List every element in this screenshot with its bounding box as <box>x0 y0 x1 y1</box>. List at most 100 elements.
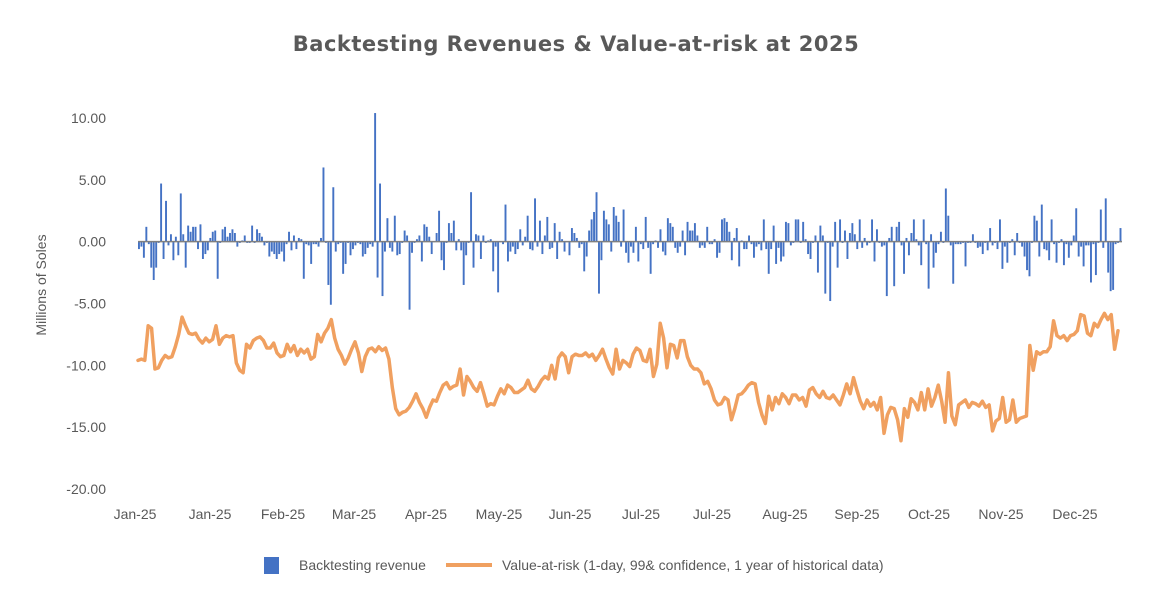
revenue-bar <box>1045 241 1048 251</box>
revenue-bar <box>718 241 721 253</box>
revenue-bar <box>595 192 598 242</box>
revenue-bar <box>971 234 974 242</box>
revenue-bar <box>534 198 536 242</box>
revenue-bar <box>561 239 564 242</box>
x-tick-label: Jan-25 <box>189 506 232 522</box>
revenue-bar <box>1055 241 1058 263</box>
revenue-bar <box>915 239 918 242</box>
revenue-bar <box>420 241 423 262</box>
revenue-bar <box>698 241 701 248</box>
revenue-bar <box>361 241 364 257</box>
revenue-bar <box>492 241 495 272</box>
revenue-bar <box>644 216 647 242</box>
revenue-bar <box>848 233 851 242</box>
revenue-bar <box>944 188 947 242</box>
revenue-bar <box>204 241 207 255</box>
revenue-bar <box>804 239 807 242</box>
revenue-bar <box>206 241 209 251</box>
revenue-bar <box>999 219 1001 242</box>
x-tick-label: Aug-25 <box>762 506 807 522</box>
revenue-bar <box>457 239 460 242</box>
revenue-bar <box>991 241 994 246</box>
revenue-bar <box>546 216 549 242</box>
revenue-bar <box>725 221 728 242</box>
revenue-bar <box>905 237 908 242</box>
revenue-bar <box>821 235 824 242</box>
revenue-bar <box>612 207 615 242</box>
revenue-bar <box>297 237 300 242</box>
revenue-bar <box>524 236 527 242</box>
revenue-bar <box>607 224 610 242</box>
revenue-bar <box>728 231 731 242</box>
revenue-bar <box>750 241 753 245</box>
revenue-bar <box>1082 241 1085 267</box>
revenue-bar <box>1094 241 1097 276</box>
revenue-bar <box>192 226 195 242</box>
revenue-bar <box>440 241 443 261</box>
revenue-bar <box>856 241 859 250</box>
revenue-bar <box>652 241 655 245</box>
revenue-bar <box>831 241 834 247</box>
revenue-bar <box>632 241 635 253</box>
revenue-bar <box>529 241 532 250</box>
revenue-bar <box>917 241 920 246</box>
revenue-bar <box>814 235 817 242</box>
revenue-bar <box>352 241 354 250</box>
revenue-bar <box>693 223 696 242</box>
revenue-bar <box>1053 241 1056 245</box>
revenue-bar <box>893 241 896 287</box>
revenue-bar <box>226 236 229 242</box>
revenue-bar <box>317 241 320 247</box>
x-tick-label: Nov-25 <box>978 506 1023 522</box>
revenue-bar <box>1085 241 1088 246</box>
revenue-bar <box>502 241 504 245</box>
revenue-bar <box>1003 241 1006 247</box>
revenue-bar <box>743 241 746 250</box>
revenue-bar <box>1065 241 1068 245</box>
revenue-bar <box>873 241 876 262</box>
revenue-bar <box>809 241 812 259</box>
revenue-bar <box>922 219 925 242</box>
revenue-bar <box>184 241 187 268</box>
revenue-bar <box>263 241 266 246</box>
revenue-bar <box>844 230 846 242</box>
revenue-bar <box>302 241 305 279</box>
revenue-bar <box>147 241 150 245</box>
revenue-bar <box>521 241 524 246</box>
revenue-bar <box>428 236 431 242</box>
revenue-bar <box>1119 228 1122 242</box>
revenue-bar <box>536 241 539 247</box>
revenue-bar <box>292 235 295 242</box>
revenue-bar <box>927 241 930 289</box>
revenue-bar <box>1092 241 1095 245</box>
revenue-bar <box>509 241 512 252</box>
revenue-bar <box>937 241 940 245</box>
revenue-bar <box>947 215 950 242</box>
revenue-bar <box>964 241 967 267</box>
revenue-bar <box>639 241 642 245</box>
revenue-bar <box>381 241 384 297</box>
revenue-bar <box>1112 241 1115 290</box>
revenue-bar <box>981 241 984 255</box>
revenue-bar <box>1107 241 1110 273</box>
revenue-bar <box>374 113 377 242</box>
revenue-bar <box>932 241 935 268</box>
revenue-bar <box>647 241 650 248</box>
x-tick-label: Sep-25 <box>834 506 879 522</box>
revenue-bar <box>996 241 999 250</box>
revenue-bar <box>880 241 883 247</box>
revenue-bar <box>907 241 910 256</box>
revenue-bar <box>1038 241 1041 257</box>
revenue-bar <box>261 236 263 242</box>
revenue-bar <box>258 233 261 242</box>
revenue-bar <box>912 219 915 242</box>
revenue-bar <box>327 241 330 285</box>
revenue-bar <box>723 218 726 242</box>
revenue-bar <box>411 241 413 253</box>
revenue-bar <box>570 228 573 242</box>
revenue-bar <box>344 241 347 264</box>
revenue-bar <box>182 234 185 242</box>
revenue-bar <box>216 241 219 279</box>
revenue-bar <box>900 241 903 246</box>
